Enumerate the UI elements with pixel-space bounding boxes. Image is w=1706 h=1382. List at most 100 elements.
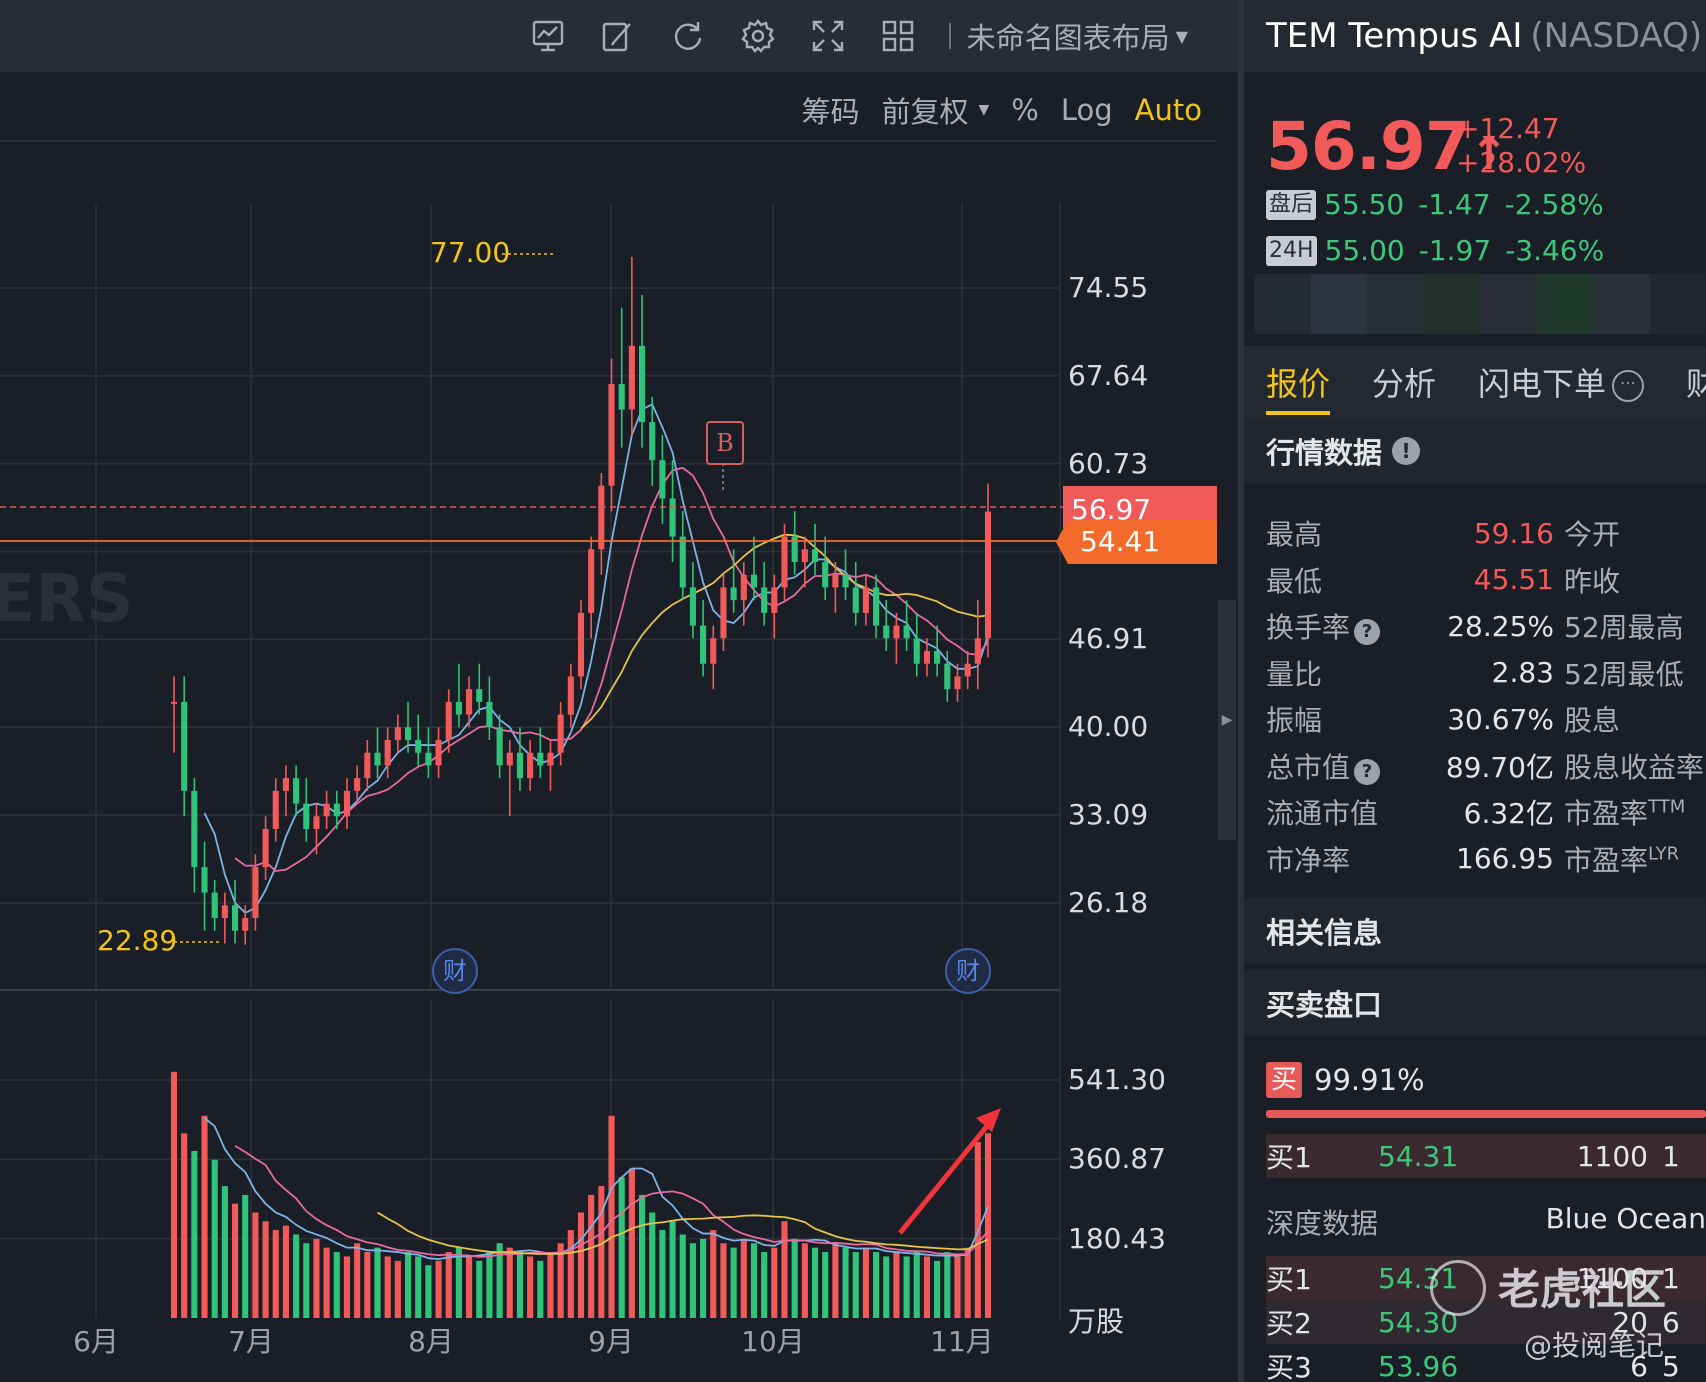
earnings-badge[interactable]: 财 <box>945 948 991 994</box>
candle-body <box>608 383 615 486</box>
settings-gear-icon[interactable] <box>738 16 778 56</box>
stat-label: 量比 <box>1266 653 1426 693</box>
candle-body <box>537 752 544 766</box>
depth-source[interactable]: Blue Ocean <box>1545 1202 1706 1235</box>
tab-flash-order[interactable]: 闪电下单 ⋯ <box>1478 359 1645 405</box>
tab-quote[interactable]: 报价 <box>1266 359 1331 415</box>
volume-axis-label: 360.87 <box>1068 1142 1166 1176</box>
candle-body <box>781 536 788 588</box>
candle-body <box>801 549 808 562</box>
fullscreen-icon[interactable] <box>808 16 848 56</box>
candle-body <box>486 701 493 728</box>
candle <box>415 714 422 766</box>
change-amount: +12.47 <box>1456 112 1560 145</box>
candle <box>506 740 513 817</box>
volume-bar <box>496 1243 503 1318</box>
candle <box>333 790 340 830</box>
volume-bar <box>954 1256 961 1318</box>
more-icon[interactable]: ⋯ <box>1612 370 1645 402</box>
order-level: 买1 <box>1266 1263 1312 1296</box>
after-hours-row: 盘后 55.50 -1.47 -2.58% <box>1266 188 1618 221</box>
volume-ma10-line <box>234 1145 989 1258</box>
market-data-row: 换手率? 28.25% 52周最高 <box>1266 603 1706 650</box>
stat-label-secondary: 市盈率LYR <box>1564 839 1679 879</box>
layout-name-dropdown[interactable]: 未命名图表布局 <box>966 21 1170 55</box>
volume-bar <box>934 1260 941 1318</box>
candle <box>811 523 819 575</box>
candle <box>761 561 768 626</box>
candle <box>608 358 615 512</box>
price-axis-label: 67.64 <box>1068 358 1149 392</box>
volume-bar <box>628 1168 635 1318</box>
candle <box>455 663 462 728</box>
stat-label-text: 最高 <box>1266 518 1323 552</box>
market-data-table: 最高 59.16 今开 最低 45.51 昨收 换手率? 28.25% 52周最高 量比 2.83 5… <box>1266 510 1706 882</box>
tab-analysis[interactable]: 分析 <box>1372 365 1437 403</box>
refresh-icon[interactable] <box>668 16 708 56</box>
candle-body <box>669 498 676 537</box>
candle <box>852 561 859 626</box>
stat-value: 2.83 <box>1491 656 1554 690</box>
earnings-badge[interactable]: 财 <box>432 948 478 994</box>
candle <box>496 714 503 779</box>
candlestick-chart[interactable] <box>0 0 1238 1382</box>
candle <box>282 765 289 817</box>
candle-body <box>323 803 330 817</box>
order-book-header[interactable]: 买卖盘口 <box>1244 970 1706 1036</box>
order-book-top-row[interactable]: 买1 54.31 1100 1 <box>1266 1134 1706 1178</box>
log-toggle[interactable]: Log <box>1060 93 1113 127</box>
price-axis-label: 46.91 <box>1068 622 1149 656</box>
volume-bar <box>689 1243 696 1318</box>
collapse-panel-handle[interactable]: ▶ <box>1218 600 1236 840</box>
stat-label: 最低 <box>1266 560 1426 600</box>
auto-toggle[interactable]: Auto <box>1134 93 1202 127</box>
candle-body <box>659 460 666 499</box>
percent-toggle[interactable]: % <box>1011 93 1039 127</box>
help-icon[interactable]: ? <box>1354 619 1381 646</box>
chips-toggle[interactable]: 筹码 <box>801 95 860 129</box>
candle <box>903 600 910 651</box>
candle <box>486 676 493 741</box>
ma5-line <box>203 403 989 915</box>
candle <box>272 778 279 842</box>
help-icon[interactable]: ? <box>1354 758 1381 785</box>
order-book-row[interactable]: 买1 54.31 1100 1 <box>1266 1256 1706 1300</box>
candle-body <box>455 701 462 715</box>
volume-bar <box>822 1252 829 1318</box>
chevron-down-icon[interactable]: ▼ <box>978 102 990 118</box>
stat-label-secondary-text: 52周最高 <box>1564 611 1684 645</box>
order-book-row[interactable]: 买2 54.30 20 6 <box>1266 1300 1706 1344</box>
draw-pen-icon[interactable] <box>598 16 638 56</box>
order-book-row[interactable]: 买3 53.96 6 5 <box>1266 1344 1706 1382</box>
order-book-title: 买卖盘口 <box>1266 988 1383 1022</box>
pane-divider[interactable] <box>1238 0 1244 1382</box>
exchange-name: (NASDAQ) <box>1530 16 1703 56</box>
stat-label-text: 市净率 <box>1266 843 1351 877</box>
volume-bar <box>730 1247 737 1318</box>
grid-layout-icon[interactable] <box>878 16 918 56</box>
price-axis-label: 26.18 <box>1068 886 1149 919</box>
stat-label-text: 量比 <box>1266 657 1323 691</box>
chart-type-icon[interactable] <box>528 16 568 56</box>
volume-bar <box>425 1265 432 1318</box>
candle-body <box>496 727 503 766</box>
candle-body <box>404 727 412 741</box>
chevron-down-icon[interactable]: ▼ <box>1175 26 1188 46</box>
stat-label: 总市值? <box>1266 746 1426 786</box>
candle <box>547 740 554 791</box>
volume-bar <box>293 1234 300 1318</box>
related-info-header[interactable]: 相关信息 <box>1244 898 1706 964</box>
tab-financials[interactable]: 财 <box>1686 365 1706 403</box>
stat-superscript: TTM <box>1648 796 1686 818</box>
candle <box>750 536 758 601</box>
info-icon[interactable]: ! <box>1392 437 1421 465</box>
stat-label-secondary-text: 市盈率 <box>1564 797 1649 831</box>
volume-bar <box>486 1252 493 1318</box>
candle-body <box>242 918 249 931</box>
candle <box>201 841 208 931</box>
candle <box>913 612 920 677</box>
candle <box>374 727 381 779</box>
adjust-dropdown[interactable]: 前复权 <box>881 95 969 129</box>
buy-marker[interactable]: B <box>706 421 744 465</box>
stat-value: 28.25% <box>1447 609 1554 643</box>
